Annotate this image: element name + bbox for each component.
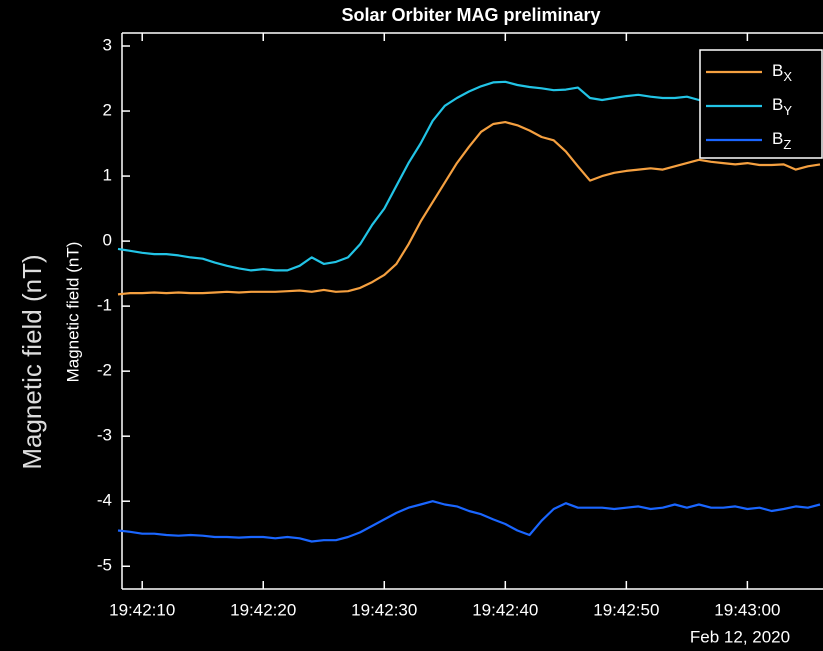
y-tick-label: -2 <box>97 361 112 380</box>
y-tick-label: -4 <box>97 491 112 510</box>
chart: Solar Orbiter MAG preliminary Magnetic f… <box>0 0 823 651</box>
data-line <box>118 501 820 541</box>
legend-box <box>700 50 822 158</box>
background-label: Magnetic field (nT) <box>17 254 47 469</box>
x-tick-label: 19:42:10 <box>109 600 175 619</box>
x-tick-label: 19:42:30 <box>351 600 417 619</box>
page: {"chart_data": { "type": "line", "title"… <box>0 0 823 651</box>
x-tick-label: 19:42:40 <box>472 600 538 619</box>
y-tick-label: 3 <box>103 35 112 54</box>
x-tick-label: 19:42:50 <box>593 600 659 619</box>
y-tick-label: -5 <box>97 556 112 575</box>
x-tick-label: 19:43:00 <box>714 600 780 619</box>
y-tick-label: 0 <box>103 231 112 250</box>
x-sublabel: Feb 12, 2020 <box>690 627 790 646</box>
y-tick-label: 1 <box>103 166 112 185</box>
y-axis-label: Magnetic field (nT) <box>63 242 82 383</box>
y-tick-label: -3 <box>97 426 112 445</box>
x-tick-label: 19:42:20 <box>230 600 296 619</box>
chart-title: Solar Orbiter MAG preliminary <box>341 5 600 25</box>
y-tick-label: -1 <box>97 296 112 315</box>
y-tick-label: 2 <box>103 101 112 120</box>
